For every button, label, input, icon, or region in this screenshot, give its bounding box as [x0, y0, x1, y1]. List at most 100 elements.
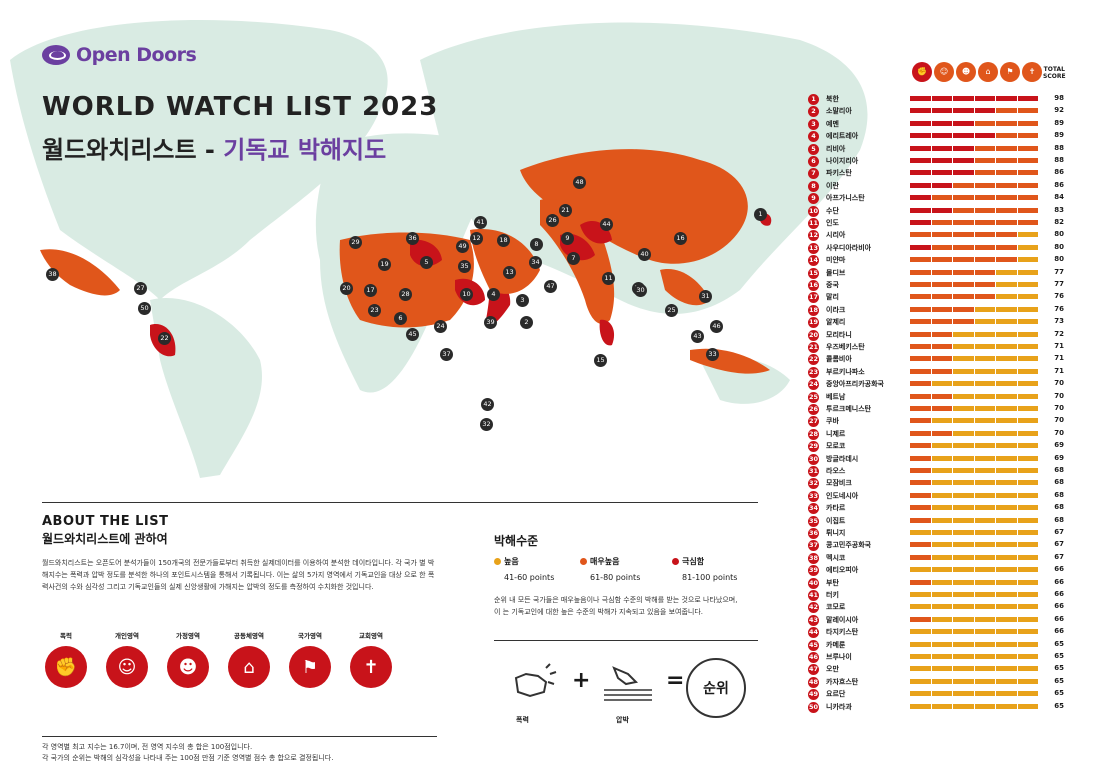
total-score: 77: [1054, 267, 1064, 276]
score-segment: [953, 629, 974, 635]
score-segment: [910, 306, 931, 312]
country-name: 이집트: [826, 516, 846, 525]
country-name: 파키스탄: [826, 169, 852, 178]
score-segment: [953, 505, 974, 511]
total-score: 66: [1054, 602, 1064, 611]
country-name: 이란: [826, 181, 839, 190]
very-high-dot: [580, 558, 587, 565]
level-name: 높음: [504, 557, 519, 566]
pressure-icon: [604, 666, 652, 701]
score-segment: [910, 393, 931, 399]
score-segment: [1017, 691, 1038, 697]
country-name: 사우디아라비아: [826, 243, 872, 252]
score-segment: [996, 691, 1017, 697]
score-segment: [910, 654, 931, 659]
country-row: 15 몰디브 77: [808, 267, 1068, 279]
score-segment: [974, 158, 995, 163]
score-segment: [996, 654, 1017, 659]
total-score: 67: [1054, 540, 1064, 549]
score-bars: [910, 244, 1038, 250]
score-segment: [974, 96, 995, 101]
level-points: 41-60 points: [504, 573, 555, 582]
score-segment: [1017, 443, 1038, 449]
score-segment: [1017, 182, 1038, 188]
level-name: 극심함: [682, 557, 705, 566]
country-row: 3 예멘 89: [808, 118, 1068, 130]
score-bars: [910, 666, 1038, 672]
total-score: 66: [1054, 590, 1064, 598]
map-pin: 13: [503, 266, 516, 279]
rank-badge: 8: [808, 180, 819, 192]
score-segment: [1017, 257, 1038, 263]
score-segment: [996, 232, 1017, 238]
country-row: 24 중앙아프리카공화국 70: [808, 378, 1068, 391]
divider: [42, 502, 758, 503]
country-name: 소말리아: [826, 107, 852, 116]
map-pin: 33: [706, 348, 719, 361]
score-segment: [910, 158, 931, 163]
score-segment: [996, 616, 1017, 622]
score-segment: [953, 220, 974, 225]
score-segment: [910, 182, 931, 188]
score-segment: [953, 96, 974, 101]
total-score: 86: [1054, 168, 1064, 177]
score-segment: [953, 356, 974, 362]
total-score: 89: [1054, 118, 1064, 127]
total-score: 65: [1054, 676, 1064, 685]
total-score: 67: [1054, 528, 1064, 536]
score-segment: [974, 666, 995, 672]
rank-badge: 15: [808, 267, 819, 279]
map-pin: 36: [406, 232, 419, 245]
map-pin: 15: [594, 354, 607, 367]
score-segment: [996, 294, 1017, 300]
total-score: 65: [1054, 701, 1064, 710]
score-bars: [910, 145, 1038, 151]
score-segment: [1017, 244, 1038, 250]
score-segment: [974, 294, 995, 300]
rank-badge: 50: [808, 701, 819, 713]
country-name: 중국: [826, 281, 839, 289]
score-segment: [974, 306, 995, 312]
map-pin: 2: [520, 316, 533, 329]
divider: [494, 640, 758, 641]
score-segment: [974, 108, 995, 114]
country-row: 12 시리아 80: [808, 229, 1068, 242]
score-segment: [931, 331, 952, 337]
map-pin: 43: [691, 330, 704, 343]
score-segment: [996, 641, 1017, 647]
map-pin: 27: [134, 282, 147, 295]
rank-circle: 순위: [686, 658, 746, 718]
total-score: 70: [1054, 391, 1064, 400]
map-pin: 3: [516, 294, 529, 307]
score-segment: [1017, 579, 1038, 585]
score-bars: [910, 182, 1038, 188]
country-row: 47 오만 65: [808, 663, 1068, 676]
score-segment: [910, 418, 931, 424]
score-segment: [996, 145, 1017, 151]
country-name: 쿠바: [826, 417, 839, 426]
country-name: 예멘: [826, 119, 839, 128]
score-segment: [931, 604, 952, 610]
score-segment: [974, 344, 995, 349]
country-row: 17 말리 76: [808, 291, 1068, 304]
score-segment: [910, 319, 931, 325]
total-score: 65: [1054, 639, 1064, 648]
score-segment: [996, 666, 1017, 672]
country-name: 브루나이: [826, 653, 852, 661]
total-score: 83: [1054, 205, 1064, 214]
score-segment: [974, 542, 995, 548]
score-bars: [910, 492, 1038, 498]
country-name: 투르크메니스탄: [826, 405, 872, 413]
country-name: 이라크: [826, 305, 846, 314]
score-segment: [974, 220, 995, 225]
rank-badge: 27: [808, 416, 819, 428]
score-segment: [953, 182, 974, 188]
map-pin: 23: [368, 304, 381, 317]
country-name: 아프가니스탄: [826, 194, 865, 203]
rank-badge: 38: [808, 552, 819, 564]
score-segment: [974, 430, 995, 436]
score-segment: [931, 592, 952, 597]
score-segment: [931, 691, 952, 697]
score-segment: [931, 455, 952, 461]
flag-icon: ⚑: [1000, 62, 1020, 82]
